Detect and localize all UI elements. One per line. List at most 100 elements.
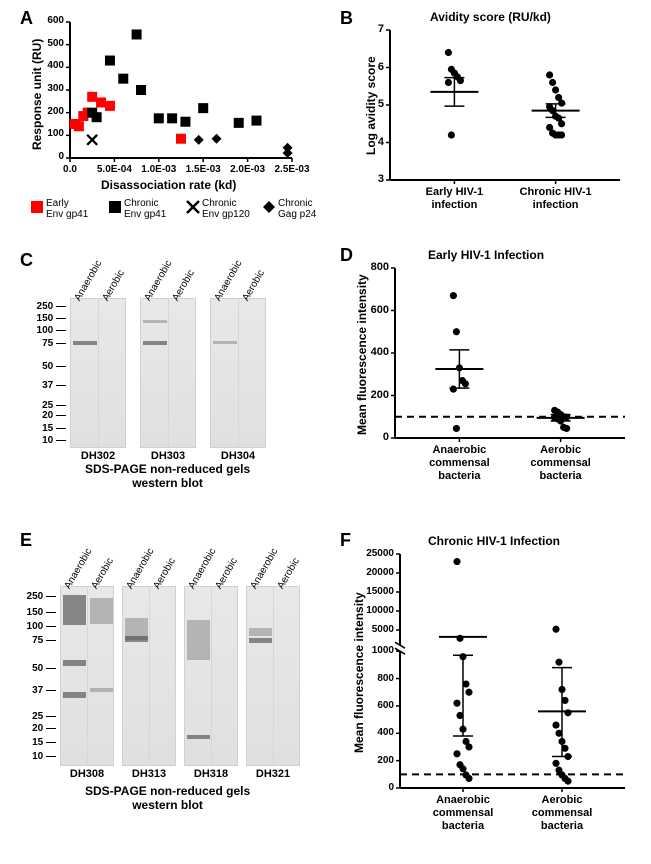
panel-f-cat: commensal <box>413 807 513 819</box>
panel-d-ytick: 200 <box>361 389 389 401</box>
gel-band <box>187 735 210 739</box>
panel-f-cat: Anaerobic <box>413 794 513 806</box>
gel-band <box>249 628 272 636</box>
panel-a-scatter <box>64 16 298 164</box>
mw-label: 15 — <box>34 423 66 434</box>
gel-band <box>187 620 210 660</box>
panel-b-scatter <box>384 24 626 186</box>
panel-d-ytick: 0 <box>361 431 389 443</box>
panel-e-caption: SDS-PAGE non-reduced gelswestern blot <box>85 784 250 812</box>
panel-b-cat: Early HIV-1 <box>404 186 504 198</box>
panel-f-ytick: 0 <box>356 782 394 793</box>
legend-text: Env gp120 <box>202 209 250 220</box>
legend-text: Env gp41 <box>124 209 166 220</box>
panel-d-ytick: 800 <box>361 261 389 273</box>
panel-f-ytick: 1000 <box>356 645 394 656</box>
panel-f-ytick: 10000 <box>356 605 394 616</box>
legend-text: Early <box>46 198 69 209</box>
panel-f-ytick: 5000 <box>356 624 394 635</box>
legend-text: Chronic <box>124 198 158 209</box>
panel-f-ytick: 800 <box>356 673 394 684</box>
mw-label: 15 — <box>24 737 56 748</box>
panel-a-ytick: 400 <box>36 60 64 71</box>
panel-f-ytick: 400 <box>356 727 394 738</box>
panel-f-ytick: 20000 <box>356 567 394 578</box>
mw-label: 50 — <box>24 663 56 674</box>
panel-a-ytick: 600 <box>36 15 64 26</box>
panel-b-cat: infection <box>506 199 606 211</box>
panel-b-letter: B <box>340 8 353 29</box>
gel-band <box>63 595 86 625</box>
panel-a-xtick: 2.5E-03 <box>270 164 314 175</box>
panel-a-xtick: 5.0E-04 <box>92 164 136 175</box>
panel-d-cat: Aerobic <box>511 444 611 456</box>
panel-a-ytick: 300 <box>36 83 64 94</box>
panel-a-xtick: 2.0E-03 <box>226 164 270 175</box>
panel-a-xtick: 1.5E-03 <box>181 164 225 175</box>
legend-text: Chronic <box>278 198 312 209</box>
legend-text: Env gp41 <box>46 209 88 220</box>
panel-f-title: Chronic HIV-1 Infection <box>428 534 560 548</box>
gel-name: DH302 <box>70 450 126 462</box>
panel-d-cat: bacteria <box>409 470 509 482</box>
mw-label: 150 — <box>24 607 56 618</box>
gel-name: DH308 <box>60 768 114 780</box>
mw-label: 100 — <box>24 621 56 632</box>
legend-marker-icon <box>186 200 200 214</box>
panel-b-ytick: 3 <box>370 173 384 185</box>
panel-b-ytick: 7 <box>370 23 384 35</box>
panel-d-letter: D <box>340 245 353 266</box>
panel-d-cat: commensal <box>511 457 611 469</box>
panel-d-cat: commensal <box>409 457 509 469</box>
mw-label: 20 — <box>34 410 66 421</box>
mw-label: 100 — <box>34 325 66 336</box>
gel-band <box>90 598 113 624</box>
panel-b-cat: infection <box>404 199 504 211</box>
panel-c-letter: C <box>20 250 33 271</box>
mw-label: 20 — <box>24 723 56 734</box>
gel-name: DH321 <box>246 768 300 780</box>
gel-band <box>90 688 113 692</box>
panel-f-ytick: 600 <box>356 700 394 711</box>
panel-d-ytick: 600 <box>361 304 389 316</box>
panel-a-xtick: 1.0E-03 <box>137 164 181 175</box>
gel-name: DH303 <box>140 450 196 462</box>
gel-band <box>63 660 86 666</box>
panel-a-ytick: 0 <box>36 151 64 162</box>
mw-label: 150 — <box>34 313 66 324</box>
panel-a-ytick: 100 <box>36 128 64 139</box>
mw-label: 250 — <box>34 301 66 312</box>
gel-name: DH304 <box>210 450 266 462</box>
panel-e-letter: E <box>20 530 32 551</box>
panel-d-title: Early HIV-1 Infection <box>428 248 544 262</box>
gel-band <box>143 341 167 345</box>
mw-label: 50 — <box>34 361 66 372</box>
panel-f-scatter <box>394 548 631 794</box>
gel-name: DH318 <box>184 768 238 780</box>
legend-marker-icon <box>108 200 122 214</box>
gel-band <box>125 636 148 642</box>
mw-label: 10 — <box>34 435 66 446</box>
panel-f-cat: commensal <box>512 807 612 819</box>
legend-marker-icon <box>30 200 44 214</box>
mw-label: 37 — <box>24 685 56 696</box>
panel-a-xtick: 0.0 <box>48 164 92 175</box>
gel-name: DH313 <box>122 768 176 780</box>
panel-f-cat: bacteria <box>413 820 513 832</box>
panel-f-cat: bacteria <box>512 820 612 832</box>
panel-f-cat: Aerobic <box>512 794 612 806</box>
mw-label: 75 — <box>34 338 66 349</box>
panel-b-cat: Chronic HIV-1 <box>506 186 606 198</box>
panel-b-ytick: 4 <box>370 136 384 148</box>
gel-band <box>249 638 272 643</box>
mw-label: 250 — <box>24 591 56 602</box>
panel-a-ytick: 200 <box>36 106 64 117</box>
gel-band <box>213 341 237 344</box>
mw-label: 25 — <box>24 711 56 722</box>
panel-f-ytick: 25000 <box>356 548 394 559</box>
mw-label: 10 — <box>24 751 56 762</box>
legend-text: Gag p24 <box>278 209 316 220</box>
gel-band <box>63 692 86 698</box>
panel-a-letter: A <box>20 8 33 29</box>
panel-c-caption: SDS-PAGE non-reduced gelswestern blot <box>85 462 250 490</box>
